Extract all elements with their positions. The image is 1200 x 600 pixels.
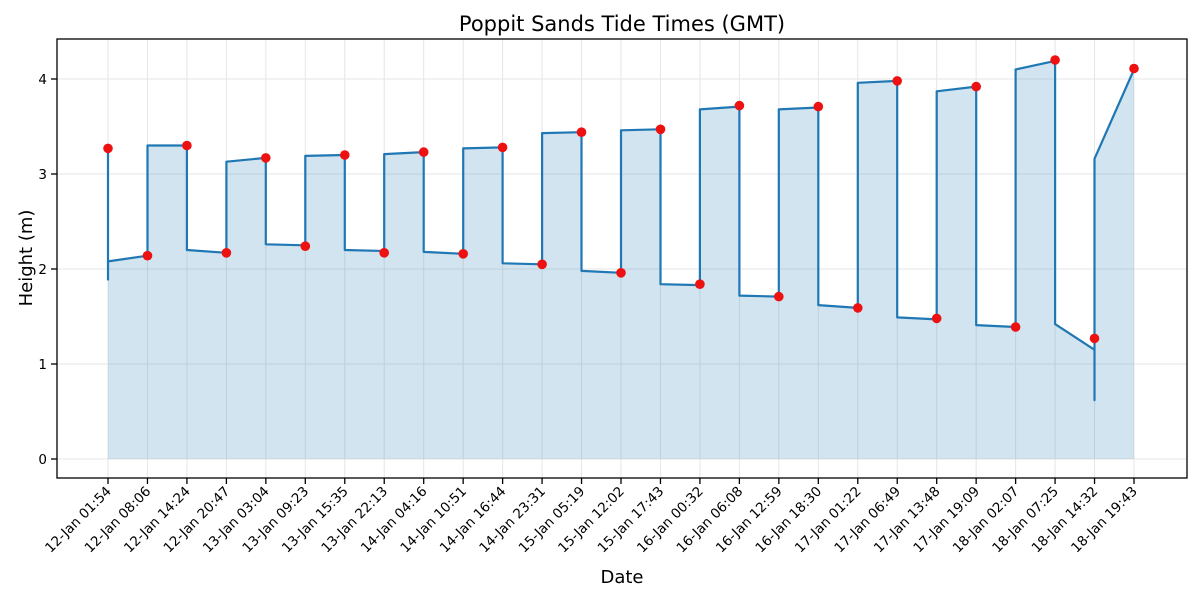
tide-data-point xyxy=(655,124,666,135)
tide-data-point xyxy=(1089,333,1100,344)
tide-data-point xyxy=(300,241,311,251)
plot-border xyxy=(56,38,1188,479)
tide-data-point xyxy=(142,250,153,261)
axes xyxy=(51,38,1188,484)
tide-data-point xyxy=(221,248,232,258)
chart-title: Poppit Sands Tide Times (GMT) xyxy=(459,12,785,36)
tide-data-point xyxy=(616,268,626,278)
tide-data-point xyxy=(695,279,705,290)
tide-point-markers xyxy=(103,55,1139,344)
tide-data-point xyxy=(853,303,863,313)
tide-data-point xyxy=(734,100,745,111)
y-tick-label: 3 xyxy=(38,167,47,183)
tide-data-point xyxy=(458,249,469,259)
tide-data-point xyxy=(971,81,981,92)
tide-data-point xyxy=(1010,322,1021,332)
tide-data-point xyxy=(261,153,271,163)
tide-data-point xyxy=(103,143,113,154)
tide-data-point xyxy=(931,313,942,324)
tide-data-point xyxy=(813,101,824,112)
tide-data-point xyxy=(340,150,350,160)
tide-data-point xyxy=(182,140,192,151)
y-tick-label: 1 xyxy=(38,357,47,373)
tide-data-point xyxy=(1050,55,1060,65)
tide-data-point xyxy=(1129,63,1139,74)
tide-data-point xyxy=(537,259,547,270)
tide-data-point xyxy=(892,76,902,86)
y-tick-label: 0 xyxy=(38,452,47,468)
tide-data-point xyxy=(418,147,429,157)
y-tick-label: 4 xyxy=(38,72,47,88)
x-axis-label: Date xyxy=(600,567,643,588)
tide-data-point xyxy=(379,248,390,258)
tide-data-point xyxy=(497,142,508,153)
y-tick-label: 2 xyxy=(38,262,47,278)
tide-data-point xyxy=(774,291,784,302)
tide-data-point xyxy=(576,127,587,137)
y-axis-label: Height (m) xyxy=(16,210,37,307)
